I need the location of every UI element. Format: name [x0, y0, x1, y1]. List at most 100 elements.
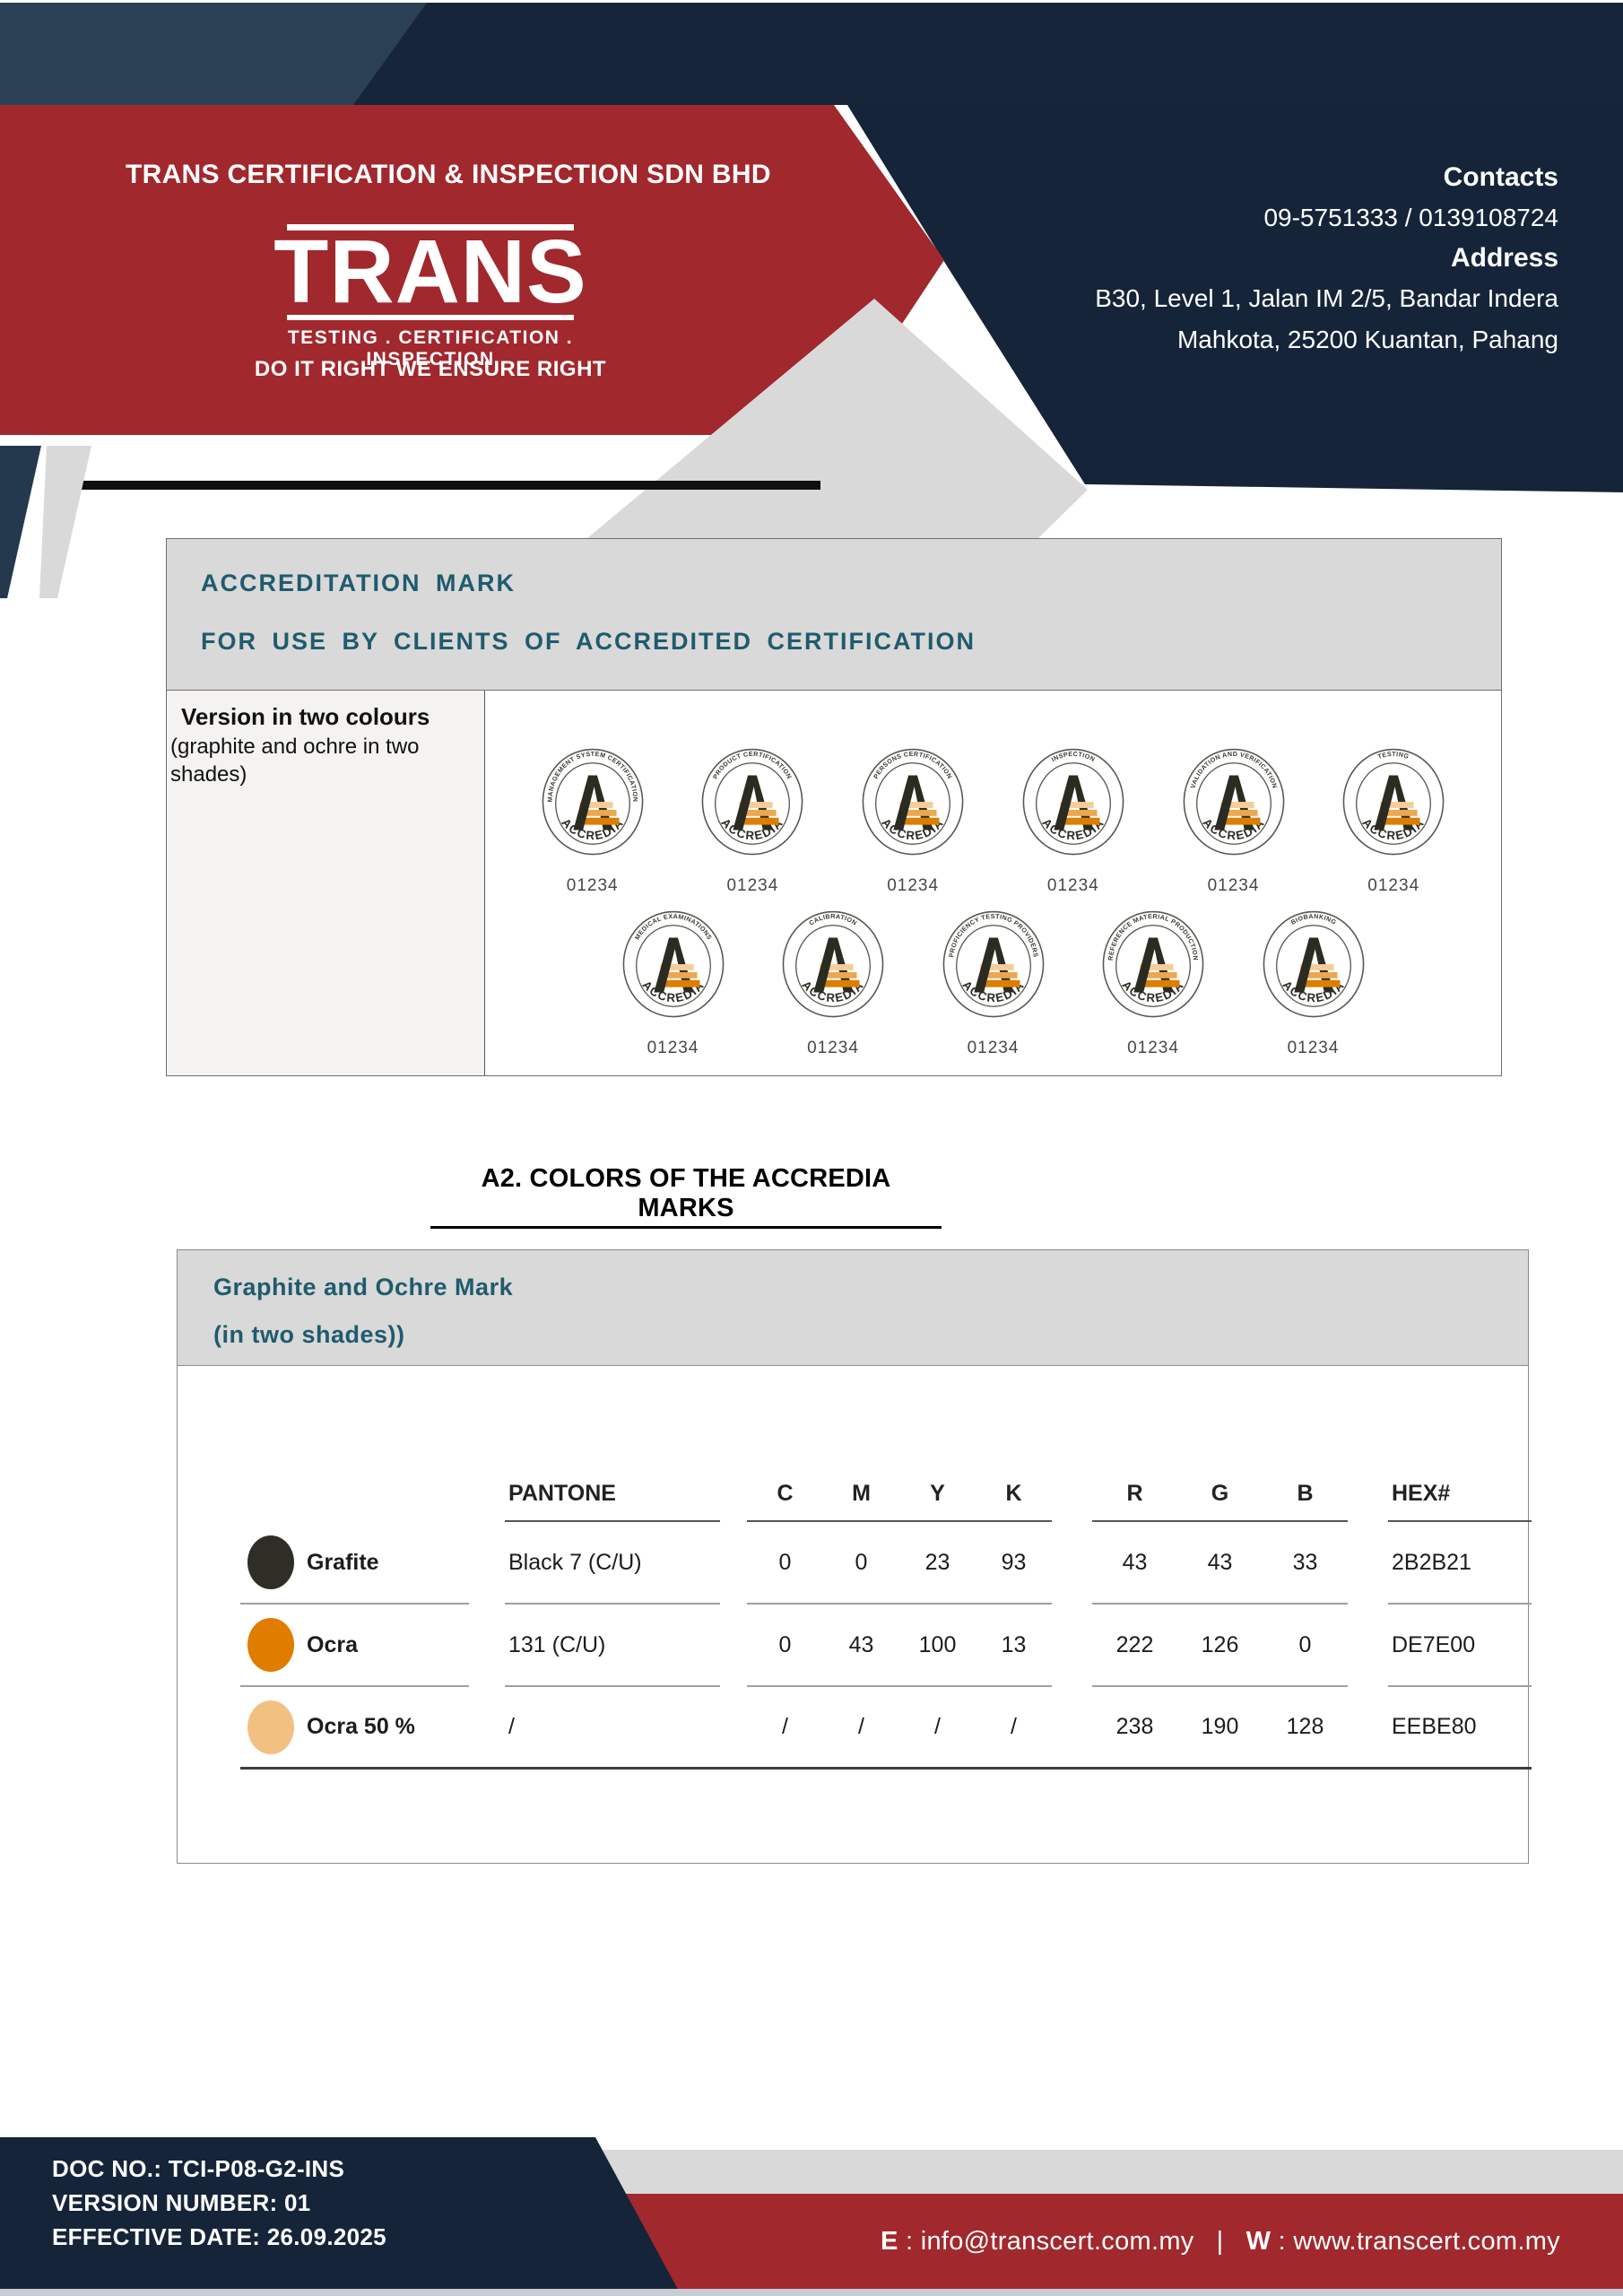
column-gap — [1052, 1522, 1092, 1605]
color-table-row: Ocra 50 % / / / //238 190 128 EEBE80 — [240, 1687, 1541, 1770]
colors-box-header: Graphite and Ochre Mark (in two shades)) — [178, 1250, 1528, 1366]
web-label: W — [1245, 2226, 1271, 2256]
column-header-hex: HEX# — [1388, 1466, 1532, 1522]
column-gap — [720, 1466, 747, 1522]
badge-number: 01234 — [887, 876, 940, 895]
accredia-badge-icon: VALIDATION AND VERIFICATION ACCREDIA — [1183, 748, 1284, 856]
address-line-1: B30, Level 1, Jalan IM 2/5, Bandar Inder… — [1095, 284, 1558, 312]
cell-name: Ocra — [303, 1605, 469, 1687]
badge-number: 01234 — [807, 1039, 859, 1057]
badge-number: 01234 — [967, 1039, 1020, 1057]
accredia-badge-icon: TESTING ACCREDIA — [1342, 748, 1445, 856]
accredia-badge-icon: BIOBANKING ACCREDIA — [1263, 910, 1364, 1018]
column-header-c: C — [747, 1466, 823, 1522]
column-header-pantone: PANTONE — [505, 1466, 720, 1522]
version-number: VERSION NUMBER: 01 — [52, 2189, 311, 2216]
logo-bottom-rule — [287, 315, 574, 320]
accreditation-box-body: Version in two colours (graphite and och… — [167, 691, 1501, 1075]
cell-name: Grafite — [303, 1522, 469, 1605]
cell-r: 222 — [1092, 1605, 1177, 1687]
column-header-g: G — [1177, 1466, 1263, 1522]
column-header-b: B — [1263, 1466, 1348, 1522]
cell-c: / — [747, 1687, 823, 1770]
color-specification-table: PANTONE C M Y K R G B HEX# Grafite Black 7 (C/U) 0 0… — [240, 1466, 1541, 1770]
email-value: info@transcert.com.my — [920, 2226, 1194, 2256]
colors-subheading-line1: Graphite and Ochre Mark — [213, 1274, 514, 1300]
column-gap — [469, 1466, 505, 1522]
accreditation-badge: INSPECTION ACCREDIA 01234 — [1020, 746, 1126, 896]
column-gap — [1348, 1605, 1388, 1687]
company-name: TRANS CERTIFICATION & INSPECTION SDN BHD — [126, 160, 771, 189]
effective-date: EFFECTIVE DATE: 26.09.2025 — [52, 2223, 386, 2250]
accreditation-badge: VALIDATION AND VERIFICATION ACCREDIA 012… — [1181, 746, 1287, 896]
badge-number: 01234 — [1127, 1039, 1179, 1057]
accreditation-badge: BIOBANKING ACCREDIA 01234 — [1261, 909, 1367, 1058]
cell-y: / — [899, 1687, 976, 1770]
footer-navy-shape: DOC NO.: TCI-P08-G2-INS VERSION NUMBER: … — [0, 2137, 681, 2296]
header-divider-line — [49, 481, 820, 490]
color-swatch — [247, 1535, 294, 1589]
address-label: Address — [1450, 243, 1558, 273]
badge-number: 01234 — [726, 876, 779, 895]
top-navy-band-light — [0, 3, 427, 105]
contacts-phone: 09-5751333 / 0139108724 — [1263, 204, 1558, 231]
accredia-badge-icon: REFERENCE MATERIAL PRODUCTION ACCREDIA — [1102, 910, 1204, 1018]
footer-bottom-strip — [0, 2289, 1623, 2296]
accredia-badge-icon: PROFICIENCY TESTING PROVIDERS ACCREDIA — [942, 910, 1044, 1018]
cell-r: 43 — [1092, 1522, 1177, 1605]
footer-separator: | — [1216, 2226, 1224, 2256]
column-gap — [1052, 1605, 1092, 1687]
badge-number: 01234 — [566, 876, 619, 895]
accredia-badge-icon: MANAGEMENT SYSTEM CERTIFICATION ACCREDIA — [542, 748, 644, 856]
cell-y: 100 — [899, 1605, 976, 1687]
logo-top-rule — [287, 224, 574, 230]
accreditation-badge: MANAGEMENT SYSTEM CERTIFICATION ACCREDIA… — [540, 746, 646, 896]
colors-of-marks-box: Graphite and Ochre Mark (in two shades)) — [177, 1249, 1529, 1864]
accreditation-mark-box: ACCREDITATION MARK FOR USE BY CLIENTS OF… — [166, 538, 1502, 1076]
badge-number: 01234 — [647, 1039, 699, 1057]
accreditation-badge: REFERENCE MATERIAL PRODUCTION ACCREDIA 0… — [1100, 909, 1206, 1058]
column-header-r: R — [1092, 1466, 1177, 1522]
cell-pantone: / — [505, 1687, 720, 1770]
accredia-badge-icon: PRODUCT CERTIFICATION ACCREDIA — [702, 748, 803, 856]
column-gap — [469, 1522, 505, 1605]
accreditation-badge: PROFICIENCY TESTING PROVIDERS ACCREDIA 0… — [941, 909, 1046, 1058]
cell-y: 23 — [899, 1522, 976, 1605]
column-header-swatch — [240, 1466, 303, 1522]
email-label: E — [880, 2226, 898, 2256]
cell-hex: EEBE80 — [1388, 1687, 1532, 1770]
trans-logo: TRANS TESTING . CERTIFICATION . INSPECTI… — [229, 224, 632, 370]
cell-k: 93 — [976, 1522, 1052, 1605]
footer-contact-line: E : info@transcert.com.my | W : www.tran… — [880, 2226, 1560, 2256]
accredia-badge-icon: INSPECTION ACCREDIA — [1022, 748, 1124, 856]
column-gap — [720, 1522, 747, 1605]
accredia-badge-icon: MEDICAL EXAMINATIONS ACCREDIA — [622, 910, 724, 1018]
column-gap — [720, 1687, 747, 1770]
accreditation-title-line2: FOR USE BY CLIENTS OF ACCREDITED CERTIFI… — [201, 628, 976, 655]
left-gray-sliver — [39, 446, 91, 598]
badges-row-1: MANAGEMENT SYSTEM CERTIFICATION ACCREDIA… — [485, 746, 1501, 896]
accreditation-badge: MEDICAL EXAMINATIONS ACCREDIA 01234 — [621, 909, 726, 1058]
website-value: www.transcert.com.my — [1293, 2226, 1560, 2256]
accreditation-badge: TESTING ACCREDIA 01234 — [1341, 746, 1446, 896]
cell-pantone: 131 (C/U) — [505, 1605, 720, 1687]
cell-hex: 2B2B21 — [1388, 1522, 1532, 1605]
cell-m: 43 — [823, 1605, 899, 1687]
column-gap — [720, 1605, 747, 1687]
accreditation-badge: CALIBRATION ACCREDIA 01234 — [780, 909, 886, 1058]
cell-swatch — [240, 1522, 303, 1605]
version-label-cell: Version in two colours (graphite and och… — [167, 691, 485, 1075]
cell-swatch — [240, 1687, 303, 1770]
cell-c: 0 — [747, 1522, 823, 1605]
cell-pantone: Black 7 (C/U) — [505, 1522, 720, 1605]
column-gap — [1052, 1687, 1092, 1770]
badges-row-2: MEDICAL EXAMINATIONS ACCREDIA 01234 CALI… — [485, 909, 1501, 1058]
contact-block: Contacts 09-5751333 / 0139108724 Address… — [1095, 158, 1558, 361]
cell-swatch — [240, 1605, 303, 1687]
column-gap — [469, 1687, 505, 1770]
column-gap — [1052, 1466, 1092, 1522]
cell-m: / — [823, 1687, 899, 1770]
cell-k: 13 — [976, 1605, 1052, 1687]
address-line-2: Mahkota, 25200 Kuantan, Pahang — [1176, 326, 1558, 353]
